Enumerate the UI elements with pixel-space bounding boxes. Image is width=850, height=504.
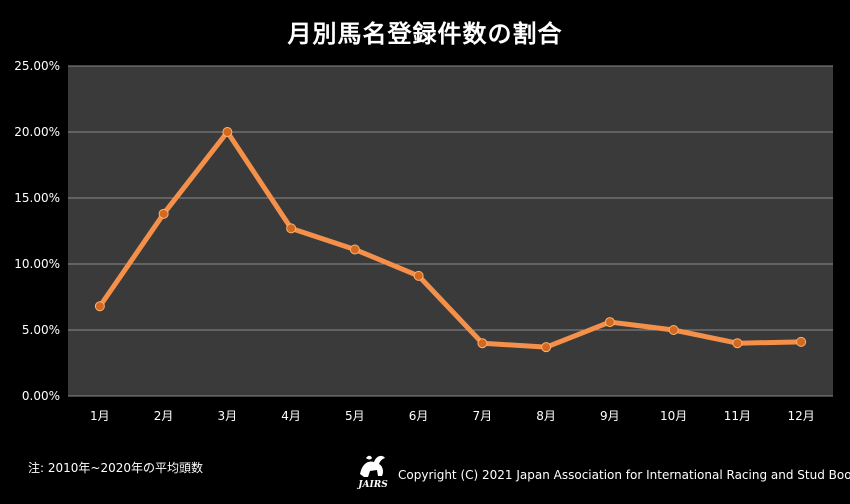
data-point: [732, 338, 743, 349]
series-line: [97, 129, 804, 350]
x-tick-label: 1月: [90, 409, 110, 423]
data-point: [413, 270, 424, 281]
plot-background: [68, 66, 833, 396]
x-tick-label: 11月: [724, 409, 751, 423]
x-tick-label: 12月: [787, 409, 814, 423]
data-point: [668, 325, 679, 335]
x-tick-label: 6月: [409, 409, 429, 423]
y-tick-label: 25.00%: [14, 59, 60, 73]
data-point: [349, 244, 360, 255]
x-tick-label: 10月: [660, 409, 687, 423]
x-tick-label: 3月: [218, 409, 238, 423]
x-tick-label: 7月: [473, 409, 493, 423]
data-point: [477, 338, 488, 349]
logo-text: JAIRS: [356, 480, 388, 490]
chart-title: 月別馬名登録件数の割合: [287, 20, 563, 48]
y-tick-label: 15.00%: [14, 191, 60, 205]
y-tick-label: 5.00%: [22, 323, 60, 337]
data-point: [158, 208, 169, 219]
x-tick-label: 2月: [154, 409, 174, 423]
x-tick-label: 8月: [536, 409, 556, 423]
data-point: [94, 301, 105, 312]
data-point: [796, 336, 807, 347]
x-tick-label: 9月: [600, 409, 620, 423]
data-point: [604, 317, 615, 328]
copyright-text: Copyright (C) 2021 Japan Association for…: [398, 468, 850, 482]
data-point: [541, 342, 552, 353]
jairs-logo: JAIRS: [352, 450, 394, 494]
data-point: [222, 127, 233, 137]
x-tick-label: 4月: [281, 409, 301, 423]
chart-note: 注: 2010年~2020年の平均頭数: [28, 461, 203, 475]
data-point: [286, 223, 297, 234]
y-tick-label: 0.00%: [22, 389, 60, 403]
y-tick-label: 10.00%: [14, 257, 60, 271]
y-tick-label: 20.00%: [14, 125, 60, 139]
x-tick-label: 5月: [345, 409, 365, 423]
